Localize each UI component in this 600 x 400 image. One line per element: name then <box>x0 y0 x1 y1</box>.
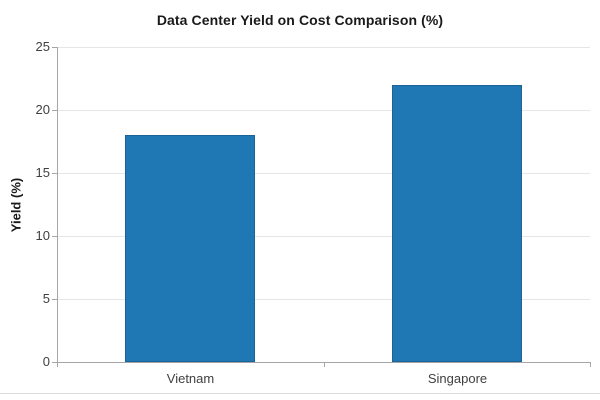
y-tick-mark <box>52 236 57 237</box>
y-gridline <box>58 173 590 174</box>
y-gridline <box>58 110 590 111</box>
y-tick-label: 5 <box>42 291 50 306</box>
y-gridline <box>58 299 590 300</box>
y-tick-mark <box>52 110 57 111</box>
y-gridline <box>58 47 590 48</box>
y-gridline <box>58 236 590 237</box>
bar-singapore <box>392 85 522 362</box>
y-tick-label: 15 <box>35 165 50 180</box>
y-axis-title: Yield (%) <box>8 177 24 233</box>
x-axis-line <box>57 362 591 363</box>
bar-vietnam <box>125 135 255 362</box>
y-tick-label: 20 <box>35 102 50 117</box>
x-tick-mark <box>324 363 325 367</box>
y-tick-mark <box>52 47 57 48</box>
y-tick-mark <box>52 299 57 300</box>
y-axis-line <box>57 47 58 363</box>
x-tick-mark <box>57 363 58 367</box>
chart-title: Data Center Yield on Cost Comparison (%) <box>156 12 444 28</box>
y-tick-mark <box>52 362 57 363</box>
x-tick-mark <box>590 363 591 367</box>
chart-bottom-border <box>0 393 600 394</box>
x-tick-label: Vietnam <box>166 371 215 386</box>
x-tick-label: Singapore <box>427 371 488 386</box>
y-tick-label: 25 <box>35 39 50 54</box>
y-tick-label: 0 <box>42 354 50 369</box>
y-tick-mark <box>52 173 57 174</box>
y-tick-label: 10 <box>35 228 50 243</box>
